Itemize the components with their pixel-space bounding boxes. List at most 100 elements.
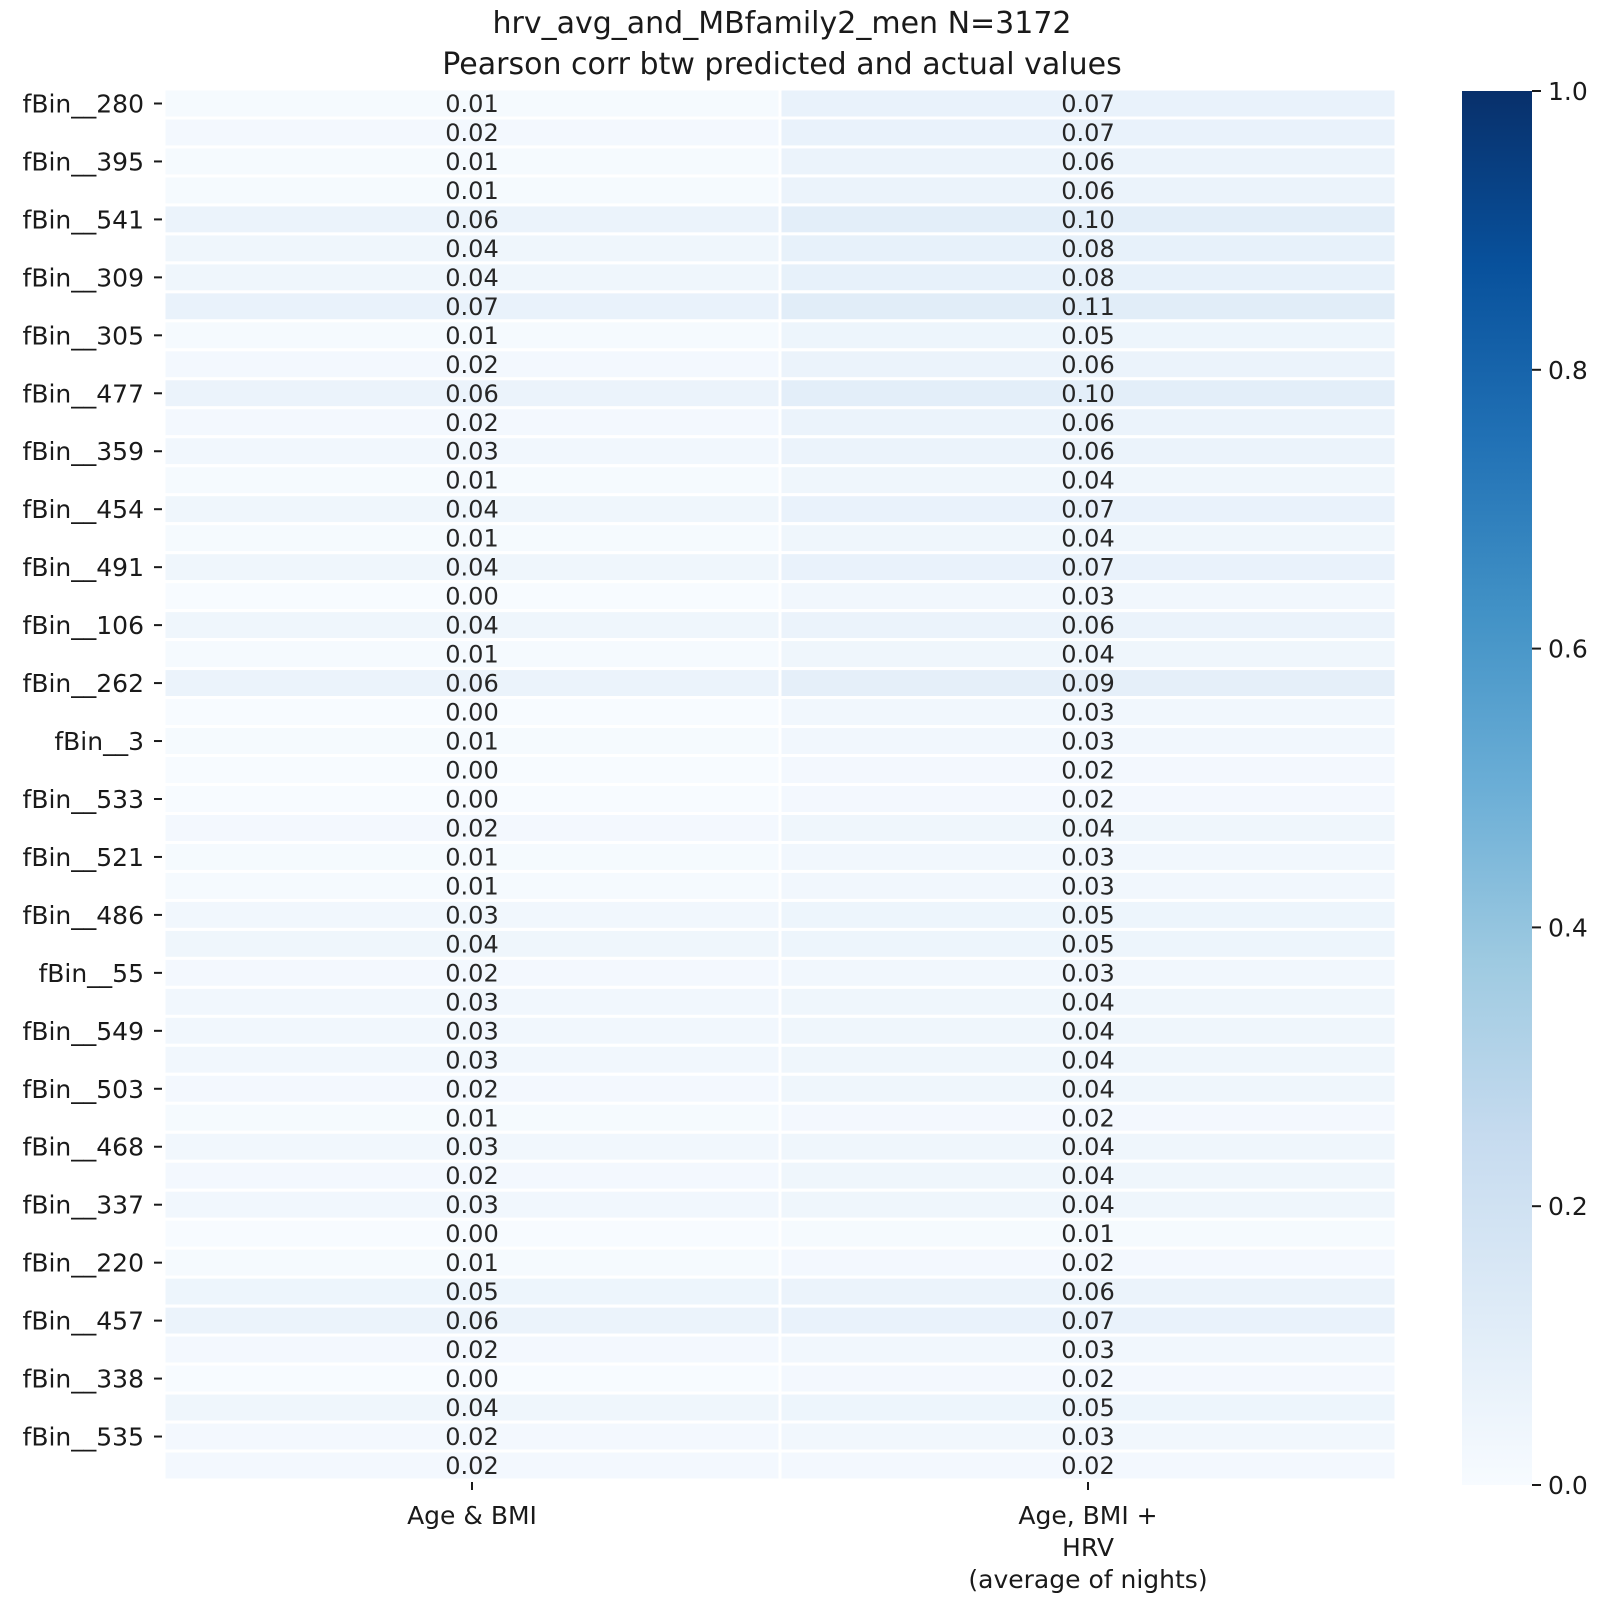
cell-value-label: 0.03	[445, 1133, 498, 1161]
cell-value-label: 0.04	[445, 496, 498, 524]
heatmap-cell	[162, 1188, 782, 1221]
heatmap-cell	[162, 1391, 782, 1424]
cell-value-label: 0.02	[445, 1452, 498, 1480]
heatmap-cell	[778, 1188, 1398, 1221]
cell-value-label: 0.03	[445, 1046, 498, 1074]
cell-value-label: 0.04	[445, 1394, 498, 1422]
cell-value-label: 0.06	[1061, 612, 1114, 640]
heatmap-cell	[778, 116, 1398, 149]
cell-value-label: 0.07	[445, 293, 498, 321]
row-label: fBin__305	[23, 321, 144, 350]
row-label: fBin__262	[23, 669, 144, 698]
row-label: fBin__280	[23, 89, 144, 118]
heatmap-cell	[162, 464, 782, 497]
heatmap-cell	[162, 927, 782, 960]
row-label: fBin__3	[54, 727, 144, 756]
row-label: fBin__55	[38, 959, 144, 988]
heatmap-cell	[162, 1043, 782, 1076]
heatmap-cell	[778, 290, 1398, 323]
row-label: fBin__309	[23, 263, 144, 292]
row-labels: fBin__280 fBin__395 fBin__541 fBin__309 fBin…	[23, 89, 162, 1452]
heatmap-cell	[778, 1101, 1398, 1134]
heatmap-cell	[162, 811, 782, 844]
chart-subtitle: Pearson corr btw predicted and actual va…	[442, 47, 1121, 82]
cell-value-label: 0.07	[1061, 496, 1114, 524]
row-label: fBin__454	[23, 495, 144, 524]
row-label: fBin__338	[23, 1365, 144, 1394]
row-label: fBin__457	[23, 1307, 144, 1336]
column-label: Age, BMI +	[1018, 1501, 1157, 1530]
cell-value-label: 0.04	[445, 554, 498, 582]
cell-value-label: 0.00	[445, 757, 498, 785]
heatmap-cell	[162, 956, 782, 989]
row-label: fBin__337	[23, 1191, 144, 1220]
row-label: fBin__549	[23, 1017, 144, 1046]
cell-value-label: 0.04	[445, 930, 498, 958]
cell-value-label: 0.01	[445, 728, 498, 756]
heatmap-cell	[778, 174, 1398, 207]
cell-value-label: 0.04	[1061, 467, 1114, 495]
heatmap-cell	[162, 1246, 782, 1279]
cell-value-label: 0.06	[1061, 177, 1114, 205]
heatmap-cells: 0.01 0.070.02 0.070.01 0.060.01 0.060.06 0.10…	[162, 87, 1398, 1482]
heatmap-cell	[162, 348, 782, 381]
cell-value-label: 0.03	[1061, 843, 1114, 871]
cell-value-label: 0.05	[1061, 322, 1114, 350]
column-labels: Age & BMI Age, BMI + HRV (average of nights…	[407, 1482, 1208, 1594]
heatmap-cell	[778, 377, 1398, 410]
cell-value-label: 0.01	[445, 872, 498, 900]
row-label: fBin__359	[23, 437, 144, 466]
cell-value-label: 0.02	[1061, 1104, 1114, 1132]
cell-value-label: 0.02	[1061, 1249, 1114, 1277]
cell-value-label: 0.03	[1061, 583, 1114, 611]
colorbar-tick-label: 0.0	[1548, 1471, 1588, 1500]
heatmap-cell	[162, 1217, 782, 1250]
cell-value-label: 0.04	[445, 235, 498, 263]
heatmap-cell	[778, 1362, 1398, 1395]
cell-value-label: 0.02	[445, 1423, 498, 1451]
cell-value-label: 0.03	[1061, 728, 1114, 756]
cell-value-label: 0.01	[445, 90, 498, 118]
cell-value-label: 0.03	[1061, 959, 1114, 987]
heatmap-cell	[162, 319, 782, 352]
cell-value-label: 0.03	[1061, 872, 1114, 900]
cell-value-label: 0.07	[1061, 554, 1114, 582]
cell-value-label: 0.06	[1061, 438, 1114, 466]
colorbar: 0.0 0.2 0.4 0.6 0.8 1.0	[1462, 77, 1588, 1500]
cell-value-label: 0.01	[445, 1249, 498, 1277]
cell-value-label: 0.03	[445, 438, 498, 466]
colorbar-gradient	[1462, 91, 1532, 1485]
cell-value-label: 0.06	[445, 206, 498, 234]
row-label: fBin__468	[23, 1133, 144, 1162]
row-label: fBin__491	[23, 553, 144, 582]
cell-value-label: 0.06	[1061, 148, 1114, 176]
cell-value-label: 0.04	[1061, 1017, 1114, 1045]
cell-value-label: 0.01	[445, 322, 498, 350]
heatmap-cell	[162, 522, 782, 555]
cell-value-label: 0.05	[1061, 1394, 1114, 1422]
cell-value-label: 0.06	[445, 1307, 498, 1335]
heatmap-cell	[778, 1130, 1398, 1163]
cell-value-label: 0.00	[445, 699, 498, 727]
cell-value-label: 0.05	[445, 1278, 498, 1306]
row-label: fBin__535	[23, 1423, 144, 1452]
row-label: fBin__106	[23, 611, 144, 640]
heatmap-cell	[778, 1449, 1398, 1482]
cell-value-label: 0.02	[1061, 1365, 1114, 1393]
heatmap-cell	[778, 1072, 1398, 1105]
cell-value-label: 0.04	[1061, 1191, 1114, 1219]
heatmap-cell	[778, 725, 1398, 758]
cell-value-label: 0.01	[445, 1104, 498, 1132]
heatmap-cell	[778, 406, 1398, 439]
cell-value-label: 0.01	[445, 843, 498, 871]
heatmap-cell	[778, 1043, 1398, 1076]
cell-value-label: 0.02	[445, 409, 498, 437]
chart-title: hrv_avg_and_MBfamily2_men N=3172	[492, 6, 1071, 41]
colorbar-tick-label: 0.4	[1548, 913, 1588, 942]
cell-value-label: 0.01	[445, 467, 498, 495]
cell-value-label: 0.02	[1061, 757, 1114, 785]
cell-value-label: 0.01	[445, 148, 498, 176]
cell-value-label: 0.02	[445, 119, 498, 147]
cell-value-label: 0.04	[1061, 525, 1114, 553]
